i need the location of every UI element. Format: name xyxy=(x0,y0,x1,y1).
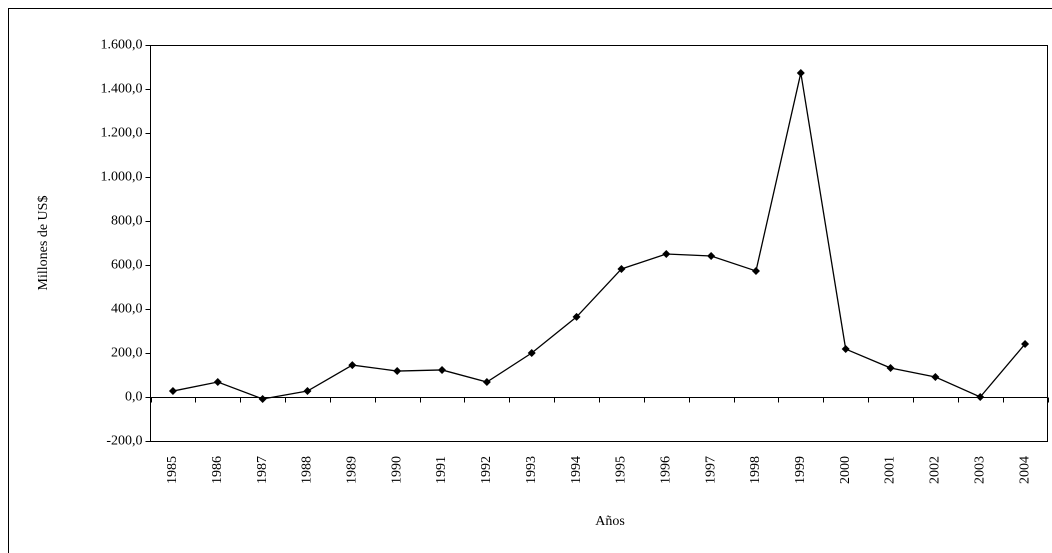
y-tick-label: 1.400,0 xyxy=(101,82,143,97)
point-marker xyxy=(886,363,895,372)
x-tick-label: 1987 xyxy=(255,456,270,484)
point-marker xyxy=(707,251,716,260)
x-tick-label: 1991 xyxy=(434,456,449,484)
x-axis-title: Años xyxy=(595,514,625,529)
point-marker xyxy=(393,367,402,376)
x-tick-label: 1989 xyxy=(345,456,360,484)
x-tick-label: 1986 xyxy=(210,456,225,484)
y-axis-title: Millones de US$ xyxy=(36,196,51,291)
x-tick-label: 1988 xyxy=(300,456,315,484)
point-marker xyxy=(482,378,491,387)
point-marker xyxy=(572,312,581,321)
x-tick-label: 1994 xyxy=(569,456,584,484)
x-tick-label: 2001 xyxy=(883,456,898,484)
x-tick-label: 2002 xyxy=(928,456,943,484)
y-tick-label: 0,0 xyxy=(125,390,143,405)
x-tick-label: 2000 xyxy=(838,456,853,484)
x-tick-label: 1996 xyxy=(658,456,673,484)
y-tick-label: 1.200,0 xyxy=(101,126,143,141)
point-marker xyxy=(617,264,626,273)
point-marker xyxy=(438,365,447,374)
point-marker xyxy=(213,378,222,387)
y-tick-label: 600,0 xyxy=(111,258,143,273)
point-marker xyxy=(258,394,267,403)
x-tick-label: 1998 xyxy=(748,456,763,484)
point-marker xyxy=(841,345,850,354)
x-tick-label: 1997 xyxy=(703,456,718,484)
x-tick-label: 2004 xyxy=(1017,456,1032,484)
y-tick-label: 1.600,0 xyxy=(101,38,143,53)
y-tick-label: 400,0 xyxy=(111,302,143,317)
point-marker xyxy=(931,372,940,381)
y-tick-label: -200,0 xyxy=(106,434,142,449)
x-tick-label: 2003 xyxy=(972,456,987,484)
x-tick-label: 1995 xyxy=(614,456,629,484)
point-marker xyxy=(1021,339,1030,348)
point-marker xyxy=(976,393,985,401)
point-marker xyxy=(303,387,312,396)
point-marker xyxy=(168,387,177,396)
x-tick-label: 1999 xyxy=(793,456,808,484)
y-tick-label: 200,0 xyxy=(111,346,143,361)
y-tick-label: 800,0 xyxy=(111,214,143,229)
point-marker xyxy=(751,266,760,275)
point-marker xyxy=(796,68,805,77)
point-marker xyxy=(527,349,536,357)
series-line xyxy=(172,72,1026,400)
y-tick-label: 1.000,0 xyxy=(101,170,143,185)
x-tick-label: 1990 xyxy=(389,456,404,484)
x-tick-label: 1992 xyxy=(479,456,494,484)
x-tick-label: 1993 xyxy=(524,456,539,484)
point-marker xyxy=(348,361,357,370)
point-marker xyxy=(662,250,671,258)
plot-area xyxy=(150,45,1048,442)
x-tick-label: 1985 xyxy=(165,456,180,484)
